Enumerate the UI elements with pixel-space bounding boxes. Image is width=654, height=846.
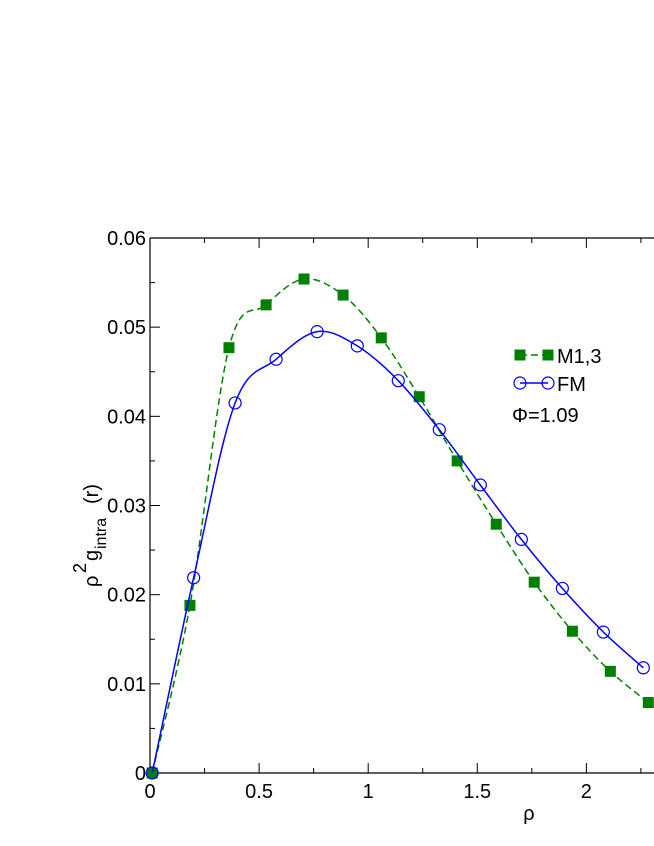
x-axis-label: ρ: [523, 803, 534, 825]
marker: [269, 352, 283, 366]
marker: [490, 518, 502, 530]
marker: [350, 339, 364, 353]
legend-marker: [542, 349, 554, 361]
x-tick-label: 0: [144, 781, 155, 803]
marker: [260, 299, 272, 311]
legend-label: FM: [557, 374, 586, 396]
y-tick-label: 0.04: [107, 406, 146, 428]
marker: [642, 697, 654, 709]
marker: [187, 571, 201, 585]
series-line: [151, 278, 649, 774]
x-tick-label: 1.5: [463, 781, 491, 803]
marker: [310, 325, 324, 339]
marker: [432, 423, 446, 437]
marker: [337, 289, 349, 301]
marker: [413, 391, 425, 403]
marker: [528, 576, 540, 588]
marker: [228, 396, 242, 410]
marker: [555, 581, 569, 596]
y-label-sup: 2: [70, 563, 90, 573]
marker: [223, 342, 235, 354]
y-label-sub: intra: [93, 518, 110, 549]
annotation: Φ=1.09: [512, 405, 579, 427]
legend-marker: [513, 376, 527, 390]
x-tick-label: 1: [363, 781, 374, 803]
y-label-base: ρ: [81, 576, 103, 587]
marker: [596, 625, 610, 639]
marker: [145, 766, 159, 780]
y-tick-label: 0.03: [107, 496, 146, 518]
y-tick-label: 0.02: [107, 585, 146, 607]
y-label-tail: (r): [81, 484, 103, 504]
x-tick-label: 2: [581, 781, 592, 803]
legend-label: M1,3: [557, 346, 601, 368]
x-tick-label: 0.5: [245, 781, 273, 803]
marker: [566, 625, 578, 637]
legend-marker: [541, 376, 555, 390]
y-axis-label: ρ 2 g intra (r): [70, 484, 110, 587]
marker: [636, 661, 650, 675]
y-tick-label: 0.06: [107, 228, 146, 250]
marker: [391, 374, 405, 388]
marker: [298, 273, 310, 285]
y-label-main: g: [81, 550, 103, 561]
y-tick-label: 0: [135, 763, 146, 785]
series-line: [151, 330, 644, 774]
legend-marker: [514, 349, 526, 361]
marker: [451, 455, 463, 467]
y-tick-label: 0.01: [107, 674, 146, 696]
marker: [375, 332, 387, 344]
marker: [473, 478, 487, 492]
marker: [604, 665, 616, 677]
marker: [184, 599, 196, 611]
y-tick-label: 0.05: [107, 317, 146, 339]
marker: [514, 532, 528, 546]
